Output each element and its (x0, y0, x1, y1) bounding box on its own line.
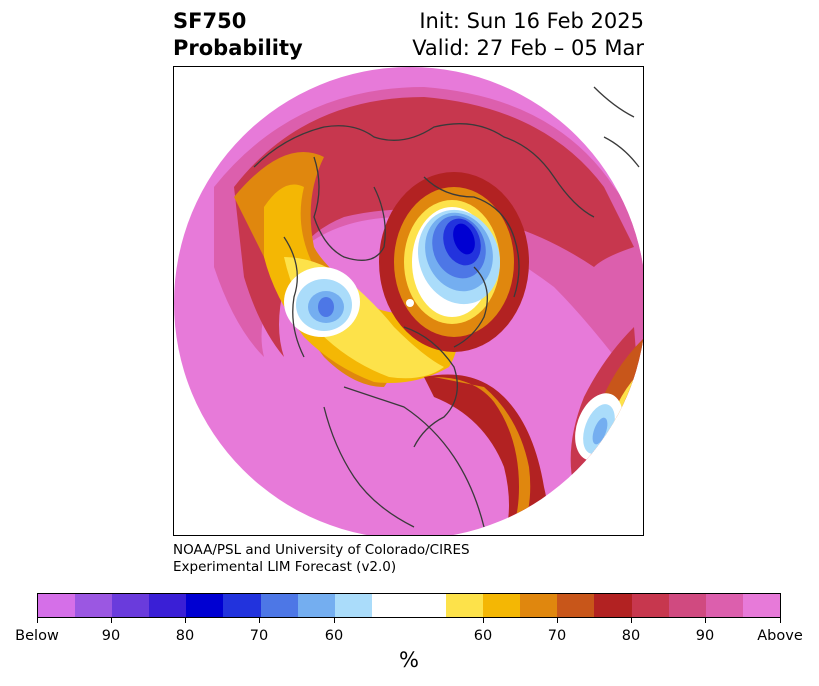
field-west-below-70 (318, 297, 334, 317)
colorbar-tick-mark (780, 618, 781, 623)
coastline-canada (403, 326, 458, 448)
coastline-europe (313, 156, 386, 261)
coastline-africa-north (283, 236, 305, 358)
colorbar-tick-mark (334, 618, 335, 623)
forecast-dates: Init: Sun 16 Feb 2025 Valid: 27 Feb – 05… (412, 8, 644, 62)
colorbar-segment (334, 594, 372, 617)
title-type: Probability (173, 36, 303, 60)
colorbar-tick-label: 90 (101, 628, 121, 644)
coastline-north-america (343, 386, 485, 528)
field-east-below-65 (592, 417, 608, 445)
coastline-eurasia (253, 123, 595, 218)
init-date: Init: Sun 16 Feb 2025 (419, 9, 644, 33)
field-pole-neutral (406, 299, 414, 307)
colorbar-segment (742, 594, 780, 617)
colorbar-segment (223, 594, 261, 617)
colorbar-segment (446, 594, 484, 617)
colorbar-segment (112, 594, 150, 617)
colorbar-tick-label: 60 (324, 628, 344, 644)
colorbar-segment (408, 594, 447, 617)
colorbar-segment (371, 594, 409, 617)
colorbar-segment (705, 594, 743, 617)
colorbar-tick-mark (705, 618, 706, 623)
colorbar-segment (260, 594, 298, 617)
colorbar-segment (297, 594, 335, 617)
colorbar-tick-label: 80 (621, 628, 641, 644)
coastlines (253, 86, 640, 528)
field-atlantic-65 (434, 377, 531, 535)
colorbar-unit: % (399, 648, 419, 672)
colorbar-tick-mark (631, 618, 632, 623)
field-above-80 (234, 97, 634, 357)
colorbar-segment (520, 594, 558, 617)
colorbar (37, 593, 781, 618)
colorbar-tick-mark (111, 618, 112, 623)
credit-text: NOAA/PSL and University of Colorado/CIRE… (173, 542, 470, 576)
colorbar-segment (38, 594, 76, 617)
colorbar-tick-mark (259, 618, 260, 623)
polar-map (173, 66, 644, 536)
colorbar-tick-label: 60 (473, 628, 493, 644)
colorbar-tick-label: 70 (547, 628, 567, 644)
colorbar-tick-label: 90 (695, 628, 715, 644)
colorbar-tick-label: Below (15, 628, 59, 644)
colorbar-segment (483, 594, 521, 617)
colorbar-segment (75, 594, 113, 617)
coastline-pacific (323, 406, 415, 528)
coastline-arctic (423, 176, 520, 298)
coastline-greenland (453, 266, 488, 348)
colorbar-tick-mark (557, 618, 558, 623)
coastline-asia-east (593, 86, 640, 168)
credit-line-2: Experimental LIM Forecast (v2.0) (173, 559, 397, 575)
colorbar-segment (186, 594, 224, 617)
credit-line-1: NOAA/PSL and University of Colorado/CIRE… (173, 542, 470, 558)
probability-field (174, 67, 643, 535)
polar-projection (174, 67, 643, 535)
field-below-80 (453, 223, 475, 255)
colorbar-tick-mark (37, 618, 38, 623)
field-atlantic-80 (424, 374, 548, 535)
title-variable: SF750 (173, 9, 247, 33)
colorbar-segment (557, 594, 595, 617)
colorbar-segment (149, 594, 187, 617)
map-title: SF750 Probability (173, 8, 303, 62)
colorbar-tick-mark (185, 618, 186, 623)
colorbar-tick-label: 80 (175, 628, 195, 644)
colorbar-segment (668, 594, 706, 617)
colorbar-tick-label: Above (757, 628, 803, 644)
valid-range: Valid: 27 Feb – 05 Mar (412, 36, 644, 60)
colorbar-tick-mark (483, 618, 484, 623)
colorbar-tick-label: 70 (249, 628, 269, 644)
colorbar-segment (594, 594, 632, 617)
colorbar-segment (631, 594, 669, 617)
